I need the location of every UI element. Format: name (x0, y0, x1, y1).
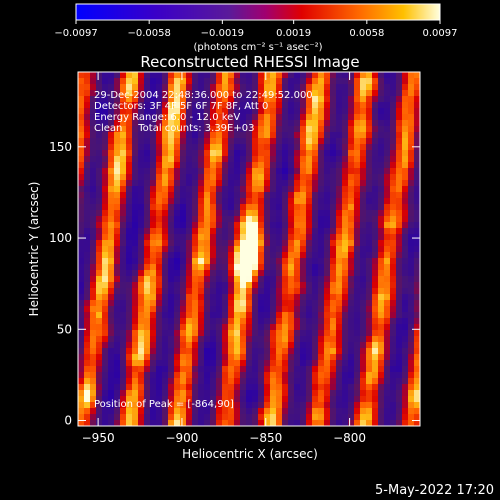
colorbar-tick-label: −0.0058 (127, 28, 170, 39)
heatmap-image (78, 72, 420, 426)
annotation-time-range: 29-Dec-2004 22:48:36.000 to 22:49:52.000 (94, 90, 313, 101)
x-tick-label: −800 (333, 431, 366, 445)
plot-frame (77, 71, 421, 427)
colorbar-tick-label: 0.0097 (423, 28, 458, 39)
y-tick-label: 150 (49, 140, 72, 154)
colorbar (75, 3, 441, 21)
y-tick-label: 100 (49, 231, 72, 245)
y-axis-label: Heliocentric Y (arcsec) (27, 182, 41, 317)
axis-ticks: −950 −900 −850 −800 0 50 100 150 (49, 72, 420, 445)
annotation-energy-range: Energy Range: 6.0 - 12.0 keV (94, 112, 240, 123)
colorbar-tick-label: 0.0058 (349, 28, 384, 39)
x-tick-label: −850 (249, 431, 282, 445)
y-tick-label: 50 (57, 322, 72, 336)
chart-title: Reconstructed RHESSI Image (140, 53, 359, 71)
footer-timestamp: 5-May-2022 17:20 (375, 483, 494, 498)
x-tick-label: −950 (82, 431, 115, 445)
x-axis-label: Heliocentric X (arcsec) (182, 447, 318, 461)
colorbar-tick-label: −0.0019 (201, 28, 244, 39)
annotation-clean-counts: Clean Total counts: 3.39E+03 (94, 123, 254, 134)
annotation-detectors: Detectors: 3F 4F 5F 6F 7F 8F, Att 0 (94, 101, 268, 112)
colorbar-unit-label: (photons cm⁻² s⁻¹ asec⁻²) (193, 42, 322, 53)
y-tick-label: 0 (64, 414, 72, 428)
colorbar-tick-label: −0.0097 (54, 28, 97, 39)
peak-position-label: Position of Peak = [-864,90] (94, 399, 234, 410)
x-tick-label: −900 (165, 431, 198, 445)
colorbar-ticks: −0.0097 −0.0058 −0.0019 0.0019 0.0058 0.0097 (54, 20, 458, 39)
colorbar-tick-label: 0.0019 (276, 28, 311, 39)
